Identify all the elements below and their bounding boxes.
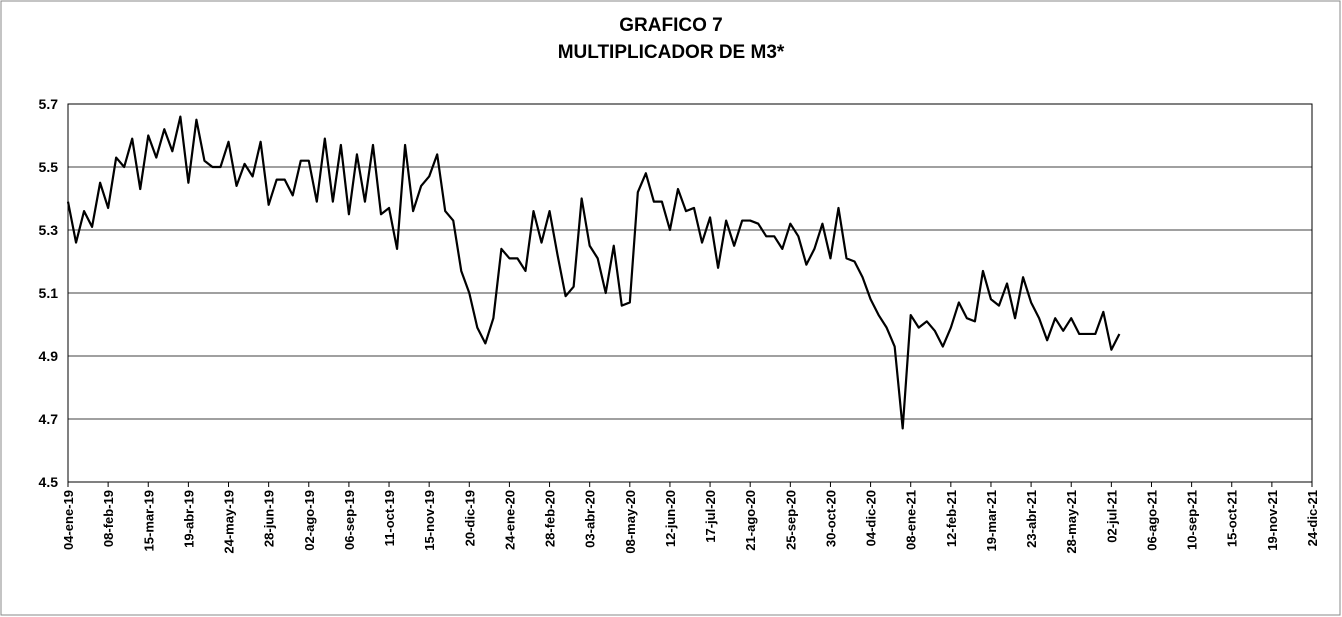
y-tick-label: 5.1 [39,285,59,301]
x-tick-label: 02-ago-19 [302,490,317,551]
x-tick-label: 04-ene-19 [61,490,76,550]
x-tick-label: 12-jun-20 [663,490,678,547]
x-tick-label: 10-sep-21 [1185,490,1200,550]
x-tick-label: 15-mar-19 [141,490,156,551]
x-tick-label: 03-abr-20 [583,490,598,548]
x-tick-label: 06-ago-21 [1144,490,1159,551]
y-tick-label: 5.7 [39,96,59,112]
y-tick-label: 5.3 [39,222,59,238]
x-tick-label: 08-ene-21 [904,490,919,550]
x-tick-label: 19-abr-19 [181,490,196,548]
x-tick-label: 21-ago-20 [743,490,758,551]
x-tick-label: 24-dic-21 [1305,490,1320,546]
x-tick-label: 15-oct-21 [1225,490,1240,547]
y-tick-label: 4.5 [39,474,59,490]
x-tick-label: 02-jul-21 [1104,490,1119,543]
data-line [66,115,1121,430]
x-tick-label: 06-sep-19 [342,490,357,550]
x-tick-label: 24-may-19 [222,490,237,554]
x-tick-label: 25-sep-20 [783,490,798,550]
x-tick-label: 15-nov-19 [422,490,437,551]
x-tick-label: 20-dic-19 [462,490,477,546]
x-tick-label: 24-ene-20 [502,490,517,550]
x-tick-label: 30-oct-20 [823,490,838,547]
x-tick-label: 11-oct-19 [382,490,397,546]
x-tick-label: 28-jun-19 [262,490,277,547]
y-tick-label: 4.9 [39,348,59,364]
chart-title: GRAFICO 7 [619,15,722,36]
y-tick-label: 5.5 [39,159,59,175]
chart-subtitle: MULTIPLICADOR DE M3* [558,42,785,63]
y-tick-label: 4.7 [39,411,59,427]
x-tick-label: 28-feb-20 [543,490,558,547]
x-tick-label: 04-dic-20 [864,490,879,546]
x-tick-label: 28-may-21 [1064,490,1079,554]
x-tick-label: 19-mar-21 [984,490,999,551]
x-tick-label: 08-may-20 [623,490,638,554]
x-tick-label: 17-jul-20 [703,490,718,543]
x-tick-label: 23-abr-21 [1024,490,1039,548]
x-tick-label: 12-feb-21 [944,490,959,547]
x-tick-label: 19-nov-21 [1265,490,1280,551]
x-tick-label: 08-feb-19 [101,490,116,547]
plot-border [67,103,1313,483]
